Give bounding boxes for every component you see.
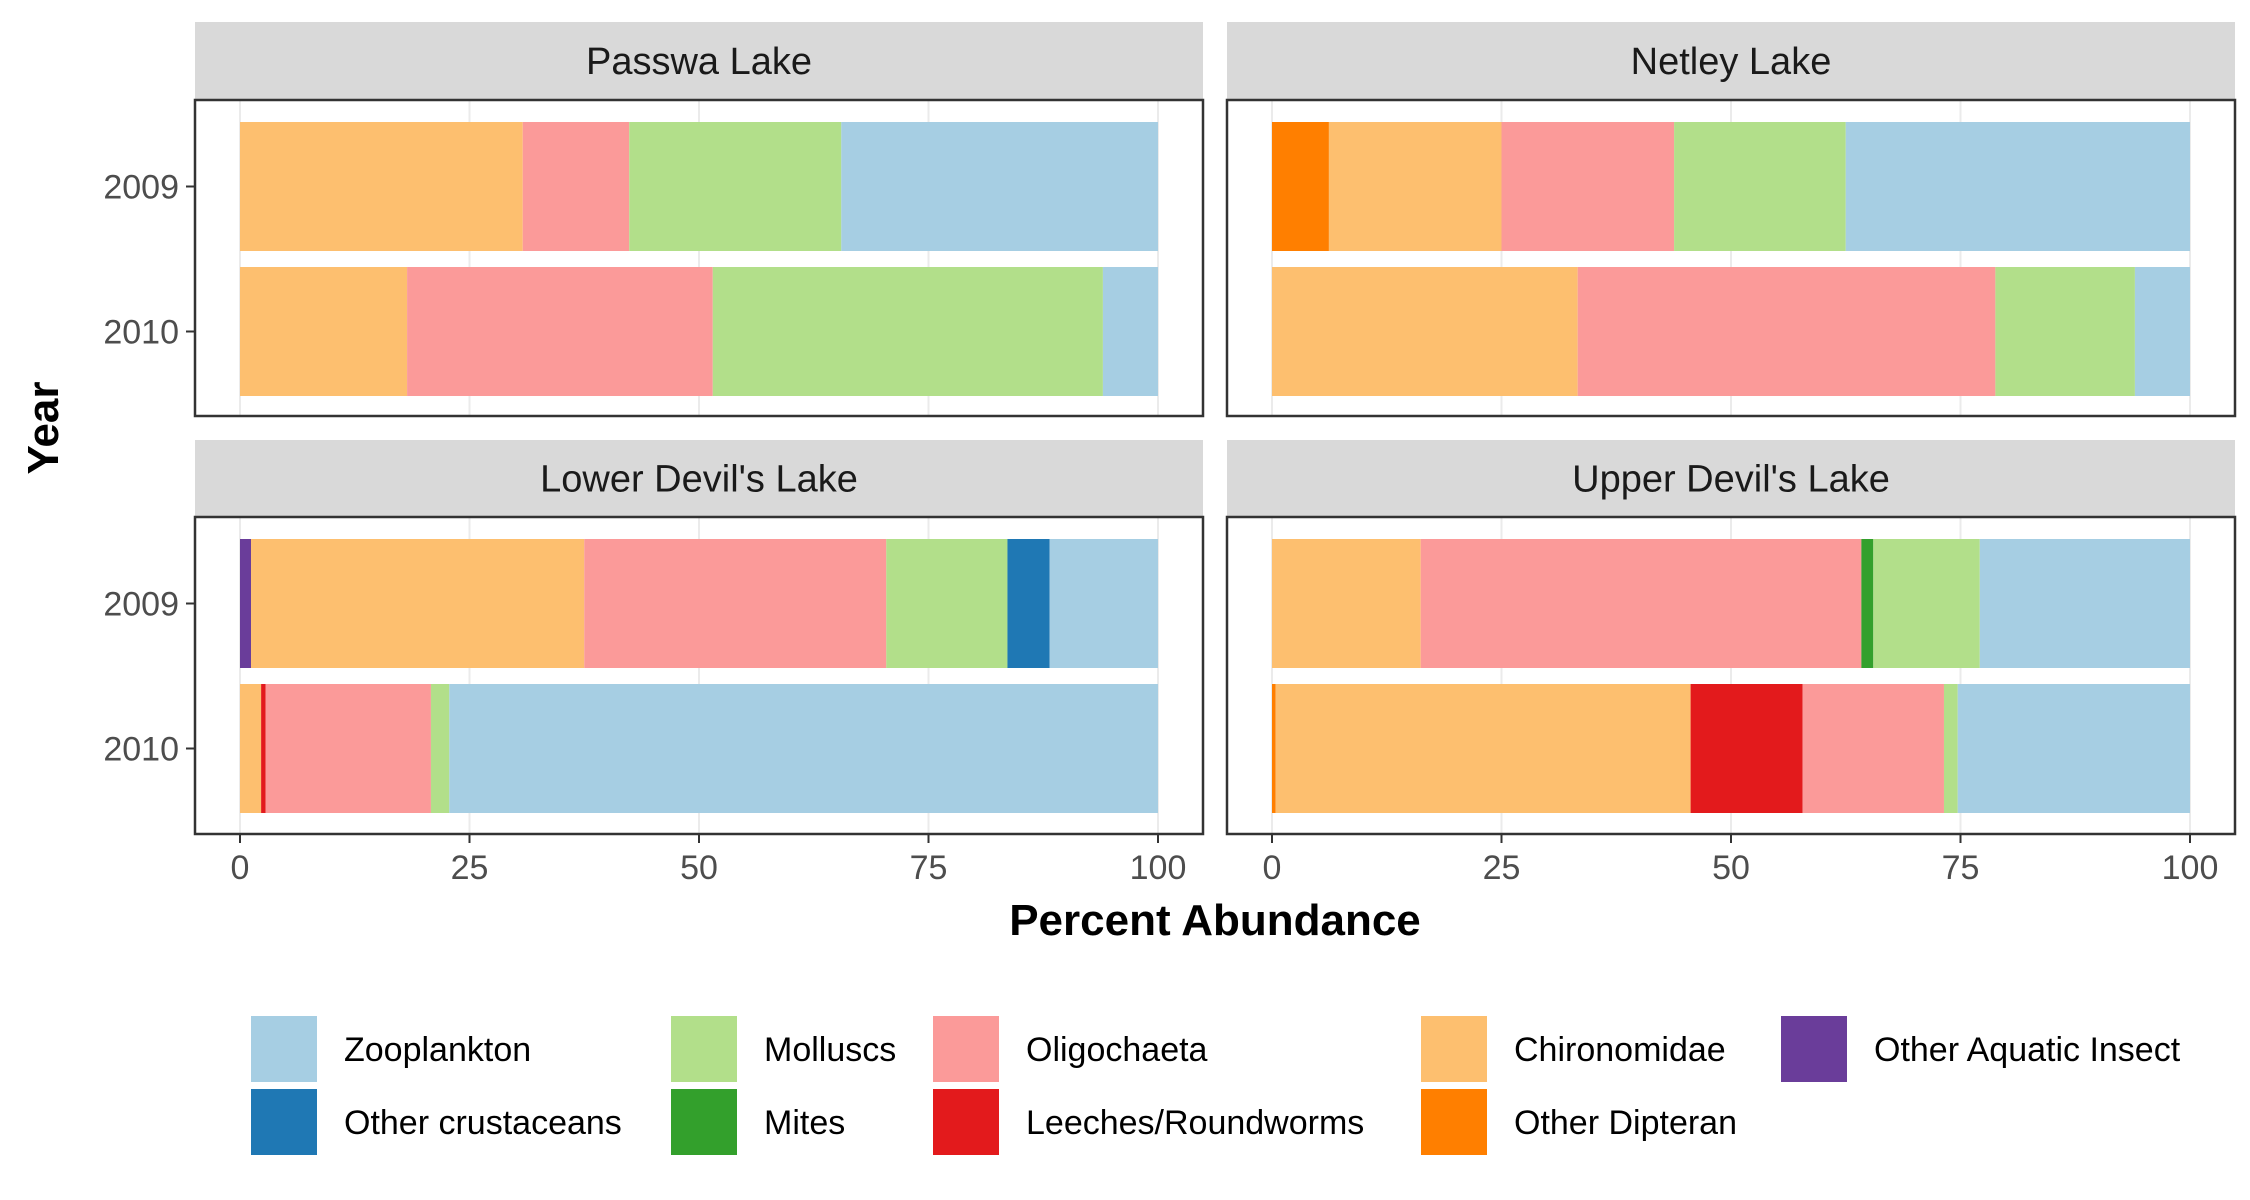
bar-segment-lower-devil-s-lake-2009-zooplankton [1049, 539, 1158, 668]
x-tick-label-upper-devil-s-lake-100: 100 [2162, 849, 2219, 887]
legend-label-molluscs: Molluscs [764, 1031, 896, 1069]
bar-segment-netley-lake-2009-oligochaeta [1501, 122, 1675, 251]
legend-label-leeches-roundworms: Leeches/Roundworms [1026, 1104, 1364, 1142]
legend-key-other-aquatic-insect [1779, 1014, 1849, 1084]
legend-key-other-dipteran [1419, 1087, 1489, 1157]
y-tick-label-2010: 2010 [103, 731, 179, 769]
x-tick-label-lower-devil-s-lake-25: 25 [451, 849, 489, 887]
panel-border-netley-lake [1225, 98, 2237, 418]
bar-segment-lower-devil-s-lake-2010-molluscs [430, 684, 450, 813]
legend-label-other-aquatic-insect: Other Aquatic Insect [1874, 1031, 2181, 1069]
bar-segment-upper-devil-s-lake-2009-zooplankton [1979, 539, 2190, 668]
bar-segment-netley-lake-2009-zooplankton [1845, 122, 2190, 251]
legend-key-zooplankton [249, 1014, 319, 1084]
bar-segment-lower-devil-s-lake-2009-oligochaeta [584, 539, 887, 668]
strip-netley-lake [1227, 22, 2235, 100]
bar-segment-netley-lake-2010-molluscs [1995, 267, 2135, 396]
strip-title-lower-devil-s-lake: Lower Devil's Lake [540, 459, 858, 501]
legend-label-zooplankton: Zooplankton [344, 1031, 531, 1069]
x-tick-label-lower-devil-s-lake-0: 0 [231, 849, 250, 887]
strip-title-upper-devil-s-lake: Upper Devil's Lake [1572, 459, 1890, 501]
legend-label-chironomidae: Chironomidae [1514, 1031, 1726, 1069]
bar-segment-upper-devil-s-lake-2010-molluscs [1943, 684, 1958, 813]
strip-title-passwa-lake: Passwa Lake [586, 41, 812, 83]
legend-label-oligochaeta: Oligochaeta [1026, 1031, 1208, 1069]
x-tick-label-lower-devil-s-lake-50: 50 [680, 849, 718, 887]
legend-key-other-crustaceans [249, 1087, 319, 1157]
y-tick-label-2010: 2010 [103, 314, 179, 352]
bar-segment-passwa-lake-2010-zooplankton [1102, 267, 1158, 396]
bar-segment-upper-devil-s-lake-2009-molluscs [1873, 539, 1980, 668]
bar-segment-upper-devil-s-lake-2010-zooplankton [1957, 684, 2190, 813]
bar-segment-lower-devil-s-lake-2010-zooplankton [449, 684, 1159, 813]
bar-segment-upper-devil-s-lake-2010-chironomidae [1275, 684, 1691, 813]
legend-key-leeches-roundworms [931, 1087, 1001, 1157]
x-axis-title: Percent Abundance [1009, 896, 1421, 945]
strip-title-netley-lake: Netley Lake [1631, 41, 1832, 83]
bar-segment-lower-devil-s-lake-2009-other-aquatic-insect [240, 539, 252, 668]
bar-segment-upper-devil-s-lake-2010-oligochaeta [1802, 684, 1944, 813]
bar-segment-upper-devil-s-lake-2010-leeches-roundworms [1690, 684, 1803, 813]
legend-key-oligochaeta [931, 1014, 1001, 1084]
legend-key-molluscs [669, 1014, 739, 1084]
bar-segment-lower-devil-s-lake-2010-oligochaeta [265, 684, 431, 813]
bar-segment-passwa-lake-2009-molluscs [629, 122, 842, 251]
y-tick-label-2009: 2009 [103, 169, 179, 207]
x-tick-label-lower-devil-s-lake-100: 100 [1130, 849, 1187, 887]
bar-segment-upper-devil-s-lake-2009-chironomidae [1272, 539, 1421, 668]
bar-segment-netley-lake-2009-other-dipteran [1272, 122, 1329, 251]
bar-segment-passwa-lake-2010-chironomidae [240, 267, 408, 396]
legend-label-other-dipteran: Other Dipteran [1514, 1104, 1737, 1142]
legend-label-mites: Mites [764, 1104, 845, 1142]
bar-segment-netley-lake-2010-zooplankton [2134, 267, 2190, 396]
bar-segment-lower-devil-s-lake-2010-chironomidae [240, 684, 262, 813]
bar-segment-upper-devil-s-lake-2010-other-dipteran [1272, 684, 1276, 813]
bar-segment-netley-lake-2009-molluscs [1674, 122, 1846, 251]
x-tick-label-upper-devil-s-lake-25: 25 [1483, 849, 1521, 887]
bar-segment-upper-devil-s-lake-2009-oligochaeta [1420, 539, 1862, 668]
bar-segment-netley-lake-2010-chironomidae [1272, 267, 1578, 396]
strip-lower-devil-s-lake [195, 440, 1203, 517]
x-tick-label-lower-devil-s-lake-75: 75 [910, 849, 948, 887]
bar-segment-upper-devil-s-lake-2009-mites [1861, 539, 1874, 668]
strip-upper-devil-s-lake [1227, 440, 2235, 517]
x-tick-label-upper-devil-s-lake-75: 75 [1942, 849, 1980, 887]
bar-segment-passwa-lake-2010-oligochaeta [407, 267, 713, 396]
y-axis-title: Year [19, 382, 68, 475]
bar-segment-passwa-lake-2009-zooplankton [841, 122, 1158, 251]
bar-segment-netley-lake-2009-chironomidae [1328, 122, 1502, 251]
legend-key-mites [669, 1087, 739, 1157]
bar-segment-passwa-lake-2009-oligochaeta [522, 122, 630, 251]
bar-segment-lower-devil-s-lake-2009-chironomidae [251, 539, 585, 668]
y-tick-label-2009: 2009 [103, 586, 179, 624]
bar-segment-passwa-lake-2010-molluscs [712, 267, 1103, 396]
panel-border-passwa-lake [193, 98, 1205, 418]
bar-segment-passwa-lake-2009-chironomidae [240, 122, 523, 251]
bar-segment-lower-devil-s-lake-2009-molluscs [886, 539, 1008, 668]
legend-key-chironomidae [1419, 1014, 1489, 1084]
x-tick-label-upper-devil-s-lake-0: 0 [1263, 849, 1282, 887]
x-tick-label-upper-devil-s-lake-50: 50 [1712, 849, 1750, 887]
bar-segment-lower-devil-s-lake-2010-leeches-roundworms [261, 684, 266, 813]
strip-passwa-lake [195, 22, 1203, 100]
legend-label-other-crustaceans: Other crustaceans [344, 1104, 622, 1142]
bar-segment-netley-lake-2010-oligochaeta [1577, 267, 1996, 396]
bar-segment-lower-devil-s-lake-2009-other-crustaceans [1007, 539, 1050, 668]
